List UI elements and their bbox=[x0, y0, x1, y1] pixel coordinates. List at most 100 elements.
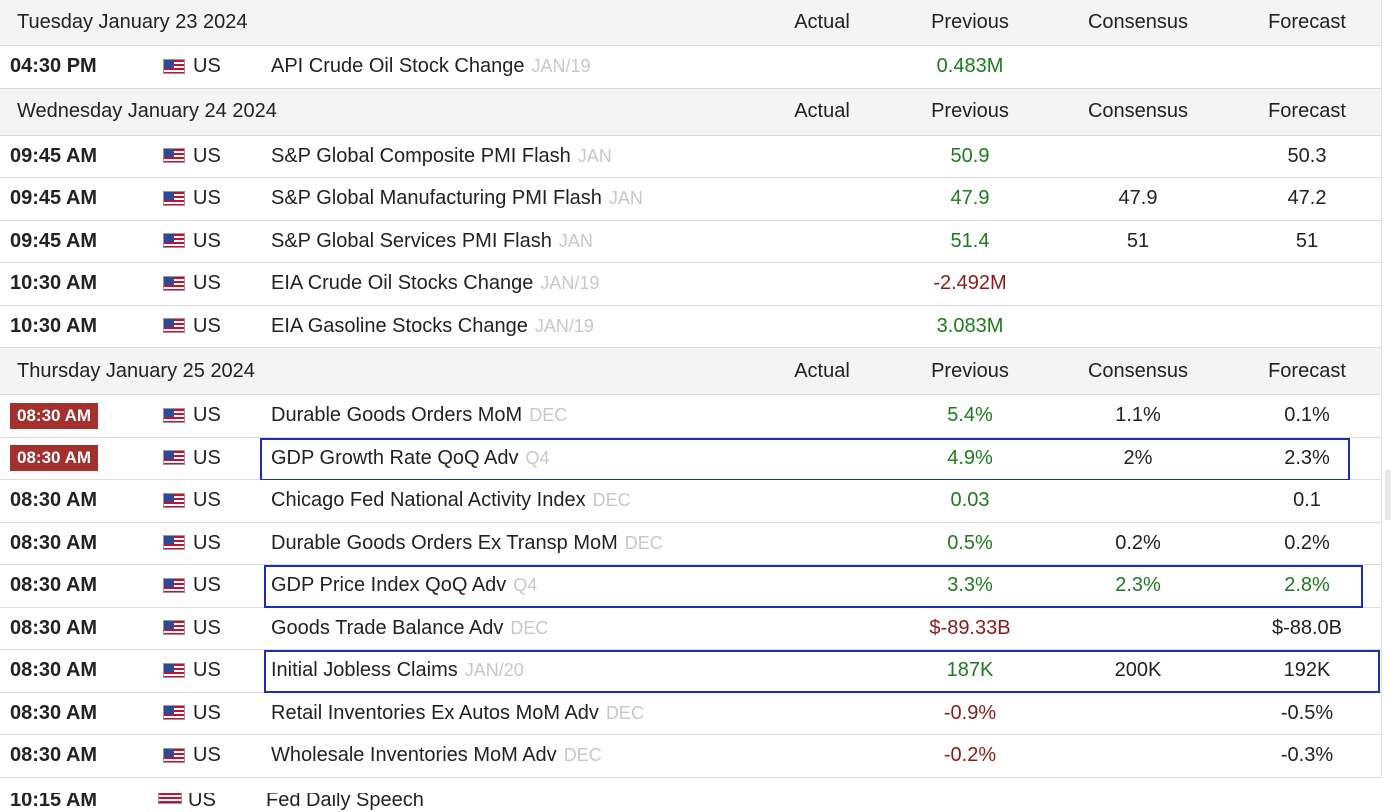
column-header-previous[interactable]: Previous bbox=[931, 100, 1009, 122]
us-flag-icon bbox=[163, 407, 185, 423]
date-header-row: Wednesday January 24 2024 Actual Previous C… bbox=[0, 88, 1381, 136]
us-flag-icon bbox=[163, 705, 185, 721]
event-time: 10:30 AM bbox=[10, 314, 98, 337]
event-name-cell[interactable]: Durable Goods Orders Ex Transp MoM DEC bbox=[271, 523, 663, 565]
previous-value: -2.492M bbox=[933, 272, 1007, 295]
event-row[interactable]: 10:30 AM US EIA Crude Oil Stocks Change JAN… bbox=[0, 263, 1381, 306]
event-time: 08:30 AM bbox=[10, 395, 99, 437]
event-row[interactable]: 08:30 AM US Retail Inventories Ex Autos Mo… bbox=[0, 692, 1381, 735]
us-flag-icon bbox=[163, 577, 185, 593]
consensus-value: 2% bbox=[1123, 446, 1153, 469]
event-reference-period: JAN/19 bbox=[531, 56, 591, 77]
us-flag-icon bbox=[163, 318, 185, 334]
event-name[interactable]: GDP Growth Rate QoQ Adv bbox=[271, 446, 519, 469]
us-flag-icon bbox=[163, 58, 185, 74]
column-header-consensus[interactable]: Consensus bbox=[1087, 359, 1189, 382]
event-name-cell[interactable]: EIA Gasoline Stocks Change JAN/19 bbox=[271, 306, 594, 348]
event-time: 08:30 AM bbox=[10, 701, 98, 724]
column-header-forecast[interactable]: Forecast bbox=[1268, 11, 1346, 33]
previous-value: 0.03 bbox=[950, 489, 990, 512]
consensus-value bbox=[1078, 136, 1198, 178]
event-name[interactable]: S&P Global Composite PMI Flash bbox=[271, 144, 571, 167]
event-row[interactable]: 08:30 AM US Chicago Fed National Activity … bbox=[0, 480, 1381, 523]
event-name-cell[interactable]: Goods Trade Balance Adv DEC bbox=[271, 608, 548, 650]
event-reference-period: DEC bbox=[605, 702, 644, 723]
event-name-cell[interactable]: Wholesale Inventories MoM Adv DEC bbox=[271, 735, 602, 777]
column-header-actual[interactable]: Actual bbox=[794, 100, 850, 122]
actual-value bbox=[762, 565, 882, 607]
cutoff-row[interactable]: 10:15 AM US Fed Daily Speech bbox=[0, 793, 1381, 812]
event-name-cell[interactable]: Retail Inventories Ex Autos MoM Adv DEC bbox=[271, 693, 644, 735]
event-name[interactable]: EIA Crude Oil Stocks Change bbox=[271, 272, 534, 295]
consensus-value bbox=[1078, 263, 1198, 305]
column-header-consensus[interactable]: Consensus bbox=[1087, 100, 1189, 122]
event-time: 08:30 AM bbox=[10, 489, 98, 512]
previous-value: 0.5% bbox=[947, 531, 993, 554]
event-name[interactable]: S&P Global Services PMI Flash bbox=[271, 229, 552, 252]
event-name-cell[interactable]: S&P Global Composite PMI Flash JAN bbox=[271, 136, 612, 178]
previous-value: 47.9 bbox=[950, 187, 990, 210]
event-row[interactable]: 08:30 AM US Durable Goods Orders Ex Transp… bbox=[0, 522, 1381, 565]
event-time: 08:30 AM bbox=[10, 574, 98, 597]
column-header-previous[interactable]: Previous bbox=[931, 11, 1009, 33]
forecast-value: 51 bbox=[1295, 229, 1319, 252]
event-name[interactable]: Retail Inventories Ex Autos MoM Adv bbox=[271, 701, 599, 724]
column-header-forecast[interactable]: Forecast bbox=[1268, 359, 1346, 382]
event-country: US bbox=[193, 55, 221, 78]
event-row[interactable]: 08:30 AM US Goods Trade Balance Adv DEC $-89… bbox=[0, 607, 1381, 650]
column-header-consensus[interactable]: Consensus bbox=[1087, 11, 1189, 33]
event-time: 09:45 AM bbox=[10, 144, 98, 167]
event-name-cell[interactable]: GDP Growth Rate QoQ Adv Q4 bbox=[271, 438, 550, 480]
actual-value bbox=[762, 136, 882, 178]
event-name[interactable]: S&P Global Manufacturing PMI Flash bbox=[271, 187, 602, 210]
event-reference-period: Q4 bbox=[513, 575, 538, 596]
event-name-cell[interactable]: S&P Global Services PMI Flash JAN bbox=[271, 221, 593, 263]
event-name[interactable]: Chicago Fed National Activity Index bbox=[271, 489, 586, 512]
event-name-cell[interactable]: API Crude Oil Stock Change JAN/19 bbox=[271, 46, 591, 88]
event-row[interactable]: 08:30 AM US GDP Growth Rate QoQ Adv Q4 4.9% 2… bbox=[0, 437, 1381, 481]
column-header-forecast[interactable]: Forecast bbox=[1268, 100, 1346, 122]
previous-value: -0.2% bbox=[943, 744, 997, 767]
event-country: US bbox=[193, 187, 221, 210]
event-name[interactable]: Durable Goods Orders Ex Transp MoM bbox=[271, 531, 618, 554]
event-row[interactable]: 10:30 AM US EIA Gasoline Stocks Change JAN/… bbox=[0, 305, 1381, 348]
event-row[interactable]: 09:45 AM US S&P Global Manufacturing PMI F… bbox=[0, 178, 1381, 221]
previous-value: 4.9% bbox=[947, 446, 993, 469]
event-name[interactable]: Initial Jobless Claims bbox=[271, 659, 458, 682]
event-name-cell[interactable]: EIA Crude Oil Stocks Change JAN/19 bbox=[271, 263, 599, 305]
event-row[interactable]: 08:30 AM US Initial Jobless Claims JAN/20 18… bbox=[0, 650, 1381, 693]
actual-value bbox=[762, 306, 882, 348]
event-name[interactable]: Durable Goods Orders MoM bbox=[271, 404, 523, 427]
event-name-cell[interactable]: S&P Global Manufacturing PMI Flash JAN bbox=[271, 178, 643, 220]
forecast-value: 2.3% bbox=[1284, 446, 1330, 469]
event-name[interactable]: Wholesale Inventories MoM Adv bbox=[271, 744, 557, 767]
us-flag-icon bbox=[163, 747, 185, 763]
event-row[interactable]: 04:30 PM US API Crude Oil Stock Change JAN/… bbox=[0, 46, 1381, 89]
event-name[interactable]: GDP Price Index QoQ Adv bbox=[271, 574, 507, 597]
consensus-value bbox=[1078, 46, 1198, 88]
column-header-actual[interactable]: Actual bbox=[794, 11, 850, 33]
event-reference-period: DEC bbox=[529, 405, 568, 426]
event-row[interactable]: 09:45 AM US S&P Global Services PMI Flash J… bbox=[0, 220, 1381, 263]
forecast-value: -0.3% bbox=[1280, 744, 1334, 767]
column-header-actual[interactable]: Actual bbox=[794, 359, 850, 382]
event-name-cell[interactable]: GDP Price Index QoQ Adv Q4 bbox=[271, 565, 537, 607]
event-name[interactable]: Fed Daily Speech bbox=[266, 793, 424, 811]
event-row[interactable]: 09:45 AM US S&P Global Composite PMI Flash… bbox=[0, 135, 1381, 178]
event-name-cell[interactable]: Initial Jobless Claims JAN/20 bbox=[271, 650, 524, 692]
scrollbar-thumb[interactable] bbox=[1385, 470, 1391, 520]
event-time: 09:45 AM bbox=[10, 229, 98, 252]
event-name[interactable]: EIA Gasoline Stocks Change bbox=[271, 314, 528, 337]
actual-value bbox=[762, 523, 882, 565]
event-row[interactable]: 08:30 AM US Durable Goods Orders MoM DEC 5.4… bbox=[0, 395, 1381, 438]
event-name-cell[interactable]: Chicago Fed National Activity Index DEC bbox=[271, 480, 631, 522]
event-name[interactable]: API Crude Oil Stock Change bbox=[271, 55, 525, 78]
column-header-previous[interactable]: Previous bbox=[931, 359, 1009, 382]
event-reference-period: JAN/20 bbox=[464, 660, 524, 681]
actual-value bbox=[762, 395, 882, 437]
event-name-cell[interactable]: Durable Goods Orders MoM DEC bbox=[271, 395, 567, 437]
event-row[interactable]: 08:30 AM US Wholesale Inventories MoM Adv D… bbox=[0, 735, 1381, 778]
us-flag-icon bbox=[163, 148, 185, 164]
event-row[interactable]: 08:30 AM US GDP Price Index QoQ Adv Q4 3.3% 2… bbox=[0, 565, 1381, 608]
event-name[interactable]: Goods Trade Balance Adv bbox=[271, 616, 504, 639]
